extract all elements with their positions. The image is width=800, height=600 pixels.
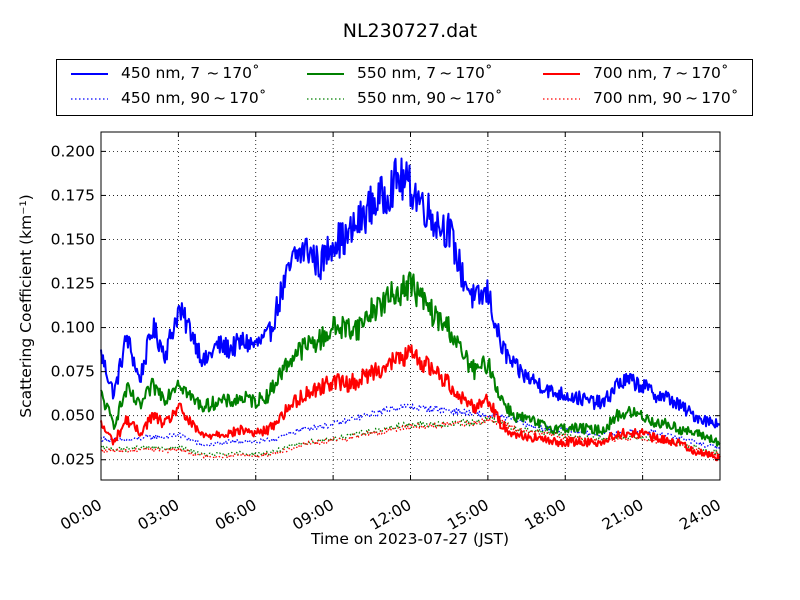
y-tick-label: 0.200 [51,142,95,160]
legend-swatch [543,98,580,100]
y-tick-label: 0.075 [51,363,95,381]
x-tick-label: 15:00 [444,496,492,534]
series-line [100,416,721,457]
axis-ticks: 00:00 03:00 06:00 09:00 12:00 15:00 18:00 21:00… [51,132,724,534]
legend-swatch [71,73,108,75]
legend-swatch [307,73,344,75]
legend-label: 700 nm, 7 ~ 170˚ [593,64,729,82]
x-tick-label: 03:00 [135,496,183,534]
y-tick-label: 0.100 [51,319,95,337]
x-tick-label: 18:00 [522,496,570,534]
y-tick-label: 0.175 [51,186,95,204]
legend-swatch [543,73,580,75]
legend-swatch [71,98,108,100]
series-line [100,344,721,462]
legend-label: 700 nm, 90 ~ 170˚ [593,89,739,107]
x-tick-label: 24:00 [676,496,724,534]
x-tick-label: 12:00 [367,496,415,534]
legend-label: 550 nm, 7 ~ 170˚ [357,64,493,82]
plot-series [100,157,721,462]
series-line [100,271,721,447]
y-tick-label: 0.125 [51,275,95,293]
series-line [100,403,721,451]
chart-legend: 450 nm, 7 ~ 170˚ 550 nm, 7 ~ 170˚ 700 nm… [56,59,753,116]
x-tick-label: 09:00 [289,496,337,534]
series-line [100,157,721,429]
legend-label: 550 nm, 90 ~ 170˚ [357,89,503,107]
y-tick-label: 0.050 [51,407,95,425]
x-tick-label: 21:00 [599,496,647,534]
legend-label: 450 nm, 90 ~ 170˚ [121,89,267,107]
x-tick-label: 06:00 [212,496,260,534]
y-tick-label: 0.150 [51,230,95,248]
series-line [100,415,721,459]
y-axis-label: Scattering Coefficient (km⁻¹) [17,194,35,417]
legend-label: 450 nm, 7 ~ 170˚ [121,64,260,82]
x-tick-label: 00:00 [57,496,105,534]
y-tick-label: 0.025 [51,451,95,469]
legend-swatch [307,98,344,100]
chart-title: NL230727.dat [343,20,478,42]
x-axis-label: Time on 2023-07-27 (JST) [310,530,509,548]
